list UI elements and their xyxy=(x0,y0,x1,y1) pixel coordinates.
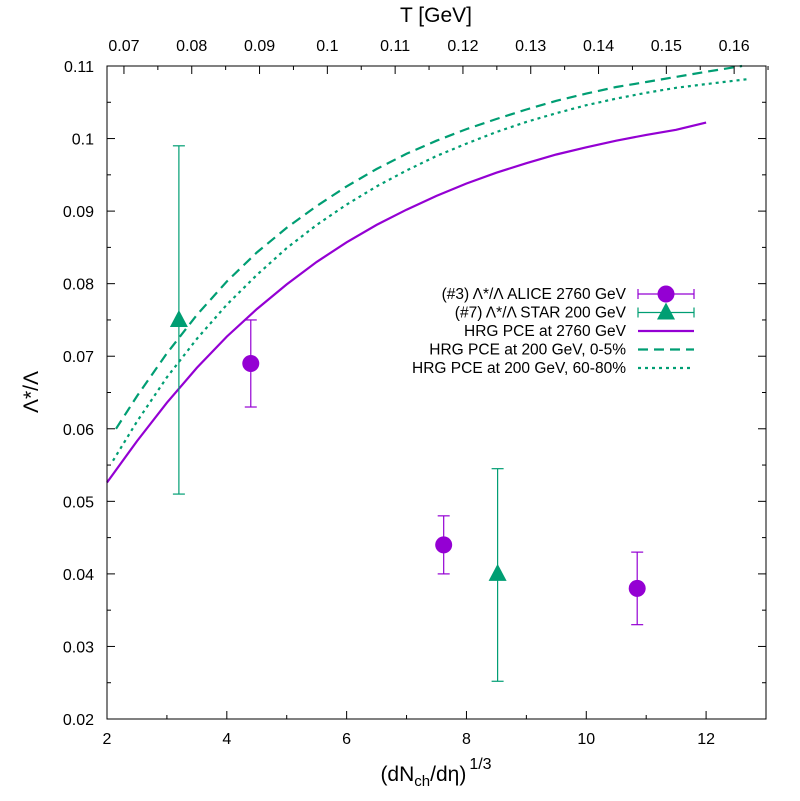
y-tick-label: 0.08 xyxy=(63,277,94,294)
data-point-circle xyxy=(435,536,453,554)
x2-tick-label: 0.12 xyxy=(447,38,478,55)
legend-label: (#3) Λ*/Λ ALICE 2760 GeV xyxy=(442,286,627,303)
x2-tick-label: 0.15 xyxy=(651,38,682,55)
x2-tick-label: 0.08 xyxy=(176,38,207,55)
legend-label: (#7) Λ*/Λ STAR 200 GeV xyxy=(455,305,627,322)
x2-tick-label: 0.14 xyxy=(583,38,614,55)
x-tick-label: 4 xyxy=(222,731,231,748)
x2-tick-label: 0.11 xyxy=(380,38,410,55)
legend-label: HRG PCE at 2760 GeV xyxy=(464,323,627,340)
series-line-dotted xyxy=(112,78,749,462)
x-tick-label: 10 xyxy=(577,731,595,748)
series-line-dashed xyxy=(115,64,743,430)
data-point-circle xyxy=(242,354,260,372)
y-tick-label: 0.02 xyxy=(63,712,94,729)
x2-tick-label: 0.1 xyxy=(316,38,338,55)
x-tick-label: 12 xyxy=(697,731,715,748)
x-axis-title-sup: 1/3 xyxy=(469,756,491,773)
data-point-triangle xyxy=(169,309,188,327)
y-tick-label: 0.07 xyxy=(63,349,94,366)
x-tick-label: 8 xyxy=(462,731,471,748)
x-axis-title-sub: ch xyxy=(414,773,430,790)
x2-tick-label: 0.07 xyxy=(108,38,139,55)
x2-tick-label: 0.13 xyxy=(515,38,546,55)
y-tick-label: 0.11 xyxy=(64,59,94,76)
x2-tick-label: 0.16 xyxy=(719,38,750,55)
x-tick-label: 6 xyxy=(342,731,351,748)
legend-marker-circle xyxy=(657,285,675,303)
y-tick-label: 0.04 xyxy=(63,567,94,584)
x-axis-title: (dNch/dη) 1/3 xyxy=(380,756,491,790)
series-line-solid xyxy=(106,121,707,484)
legend-marker-triangle xyxy=(657,302,675,320)
x-axis-title-base: (dN xyxy=(380,763,414,786)
x2-axis-title: T [GeV] xyxy=(400,4,472,27)
x-axis-title-mid: /dη) xyxy=(430,763,466,786)
data-point-triangle xyxy=(488,563,507,581)
legend-label: HRG PCE at 200 GeV, 60-80% xyxy=(412,360,626,377)
data-point-circle xyxy=(628,579,646,597)
x2-tick-label: 0.09 xyxy=(244,38,275,55)
x-tick-label: 2 xyxy=(103,731,112,748)
y-tick-label: 0.09 xyxy=(63,204,94,221)
y-tick-label: 0.1 xyxy=(72,132,94,149)
y-axis-title: Λ*/Λ xyxy=(20,371,43,413)
y-tick-label: 0.06 xyxy=(63,422,94,439)
legend-label: HRG PCE at 200 GeV, 0-5% xyxy=(429,342,626,359)
y-tick-label: 0.03 xyxy=(63,639,94,656)
y-tick-label: 0.05 xyxy=(63,494,94,511)
